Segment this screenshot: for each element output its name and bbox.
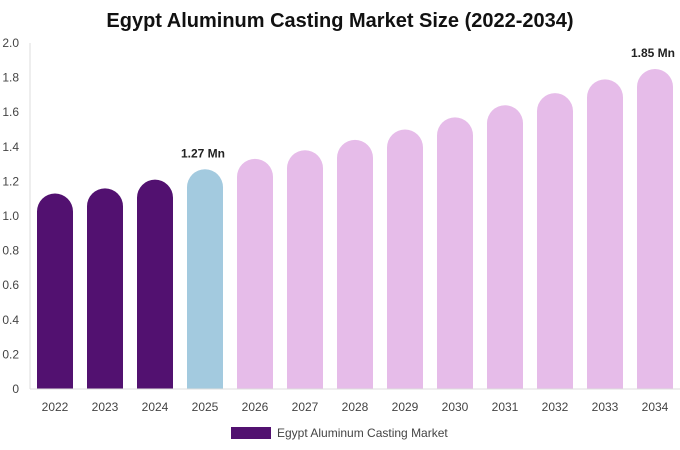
x-tick-label: 2022 — [42, 400, 69, 414]
data-label-2034: 1.85 Mn — [631, 46, 675, 60]
bar-2032 — [537, 93, 573, 390]
bar-2029 — [387, 129, 423, 389]
bar-2030 — [437, 117, 473, 389]
y-tick-label: 0 — [12, 382, 19, 396]
bar-2023 — [87, 188, 123, 389]
y-tick-label: 0.8 — [2, 244, 19, 258]
bar-2025 — [187, 169, 223, 389]
y-tick-label: 0.2 — [2, 347, 19, 361]
bars — [37, 68, 673, 390]
x-tick-label: 2030 — [442, 400, 469, 414]
x-axis: 2022 2023 2024 2025 2026 2027 2028 2029 2030 2031… — [30, 388, 680, 414]
legend-label: Egypt Aluminum Casting Market — [277, 426, 448, 440]
x-tick-label: 2034 — [642, 400, 669, 414]
y-tick-label: 0.4 — [2, 313, 19, 327]
legend-swatch — [231, 427, 271, 439]
x-tick-label: 2026 — [242, 400, 269, 414]
legend: Egypt Aluminum Casting Market — [231, 425, 448, 441]
bar-2031 — [487, 105, 523, 389]
bar-2033 — [587, 79, 623, 389]
x-tick-label: 2024 — [142, 400, 169, 414]
bar-2022 — [37, 193, 73, 389]
x-tick-label: 2033 — [592, 400, 619, 414]
x-tick-label: 2027 — [292, 400, 319, 414]
bar-2028 — [337, 139, 373, 389]
y-tick-label: 1.8 — [2, 71, 19, 85]
x-tick-label: 2028 — [342, 400, 369, 414]
y-tick-label: 1.2 — [2, 174, 19, 188]
x-tick-label: 2023 — [92, 400, 119, 414]
bar-2026 — [237, 158, 273, 389]
y-axis: 0 0.2 0.4 0.6 0.8 1.0 1.2 1.4 1.6 1.8 2.0 — [2, 36, 31, 396]
bar-2024 — [137, 179, 173, 389]
data-labels: 1.27 Mn 1.85 Mn — [181, 46, 675, 160]
x-tick-label: 2032 — [542, 400, 569, 414]
x-tick-label: 2025 — [192, 400, 219, 414]
y-tick-label: 0.6 — [2, 278, 19, 292]
x-tick-label: 2029 — [392, 400, 419, 414]
y-tick-label: 2.0 — [2, 36, 19, 50]
bar-2027 — [287, 150, 323, 389]
y-tick-label: 1.6 — [2, 105, 19, 119]
bar-2034 — [637, 68, 673, 389]
y-tick-label: 1.4 — [2, 140, 19, 154]
x-tick-label: 2031 — [492, 400, 519, 414]
data-label-2025: 1.27 Mn — [181, 146, 225, 160]
chart-title: Egypt Aluminum Casting Market Size (2022… — [106, 10, 574, 32]
y-tick-label: 1.0 — [2, 209, 19, 223]
